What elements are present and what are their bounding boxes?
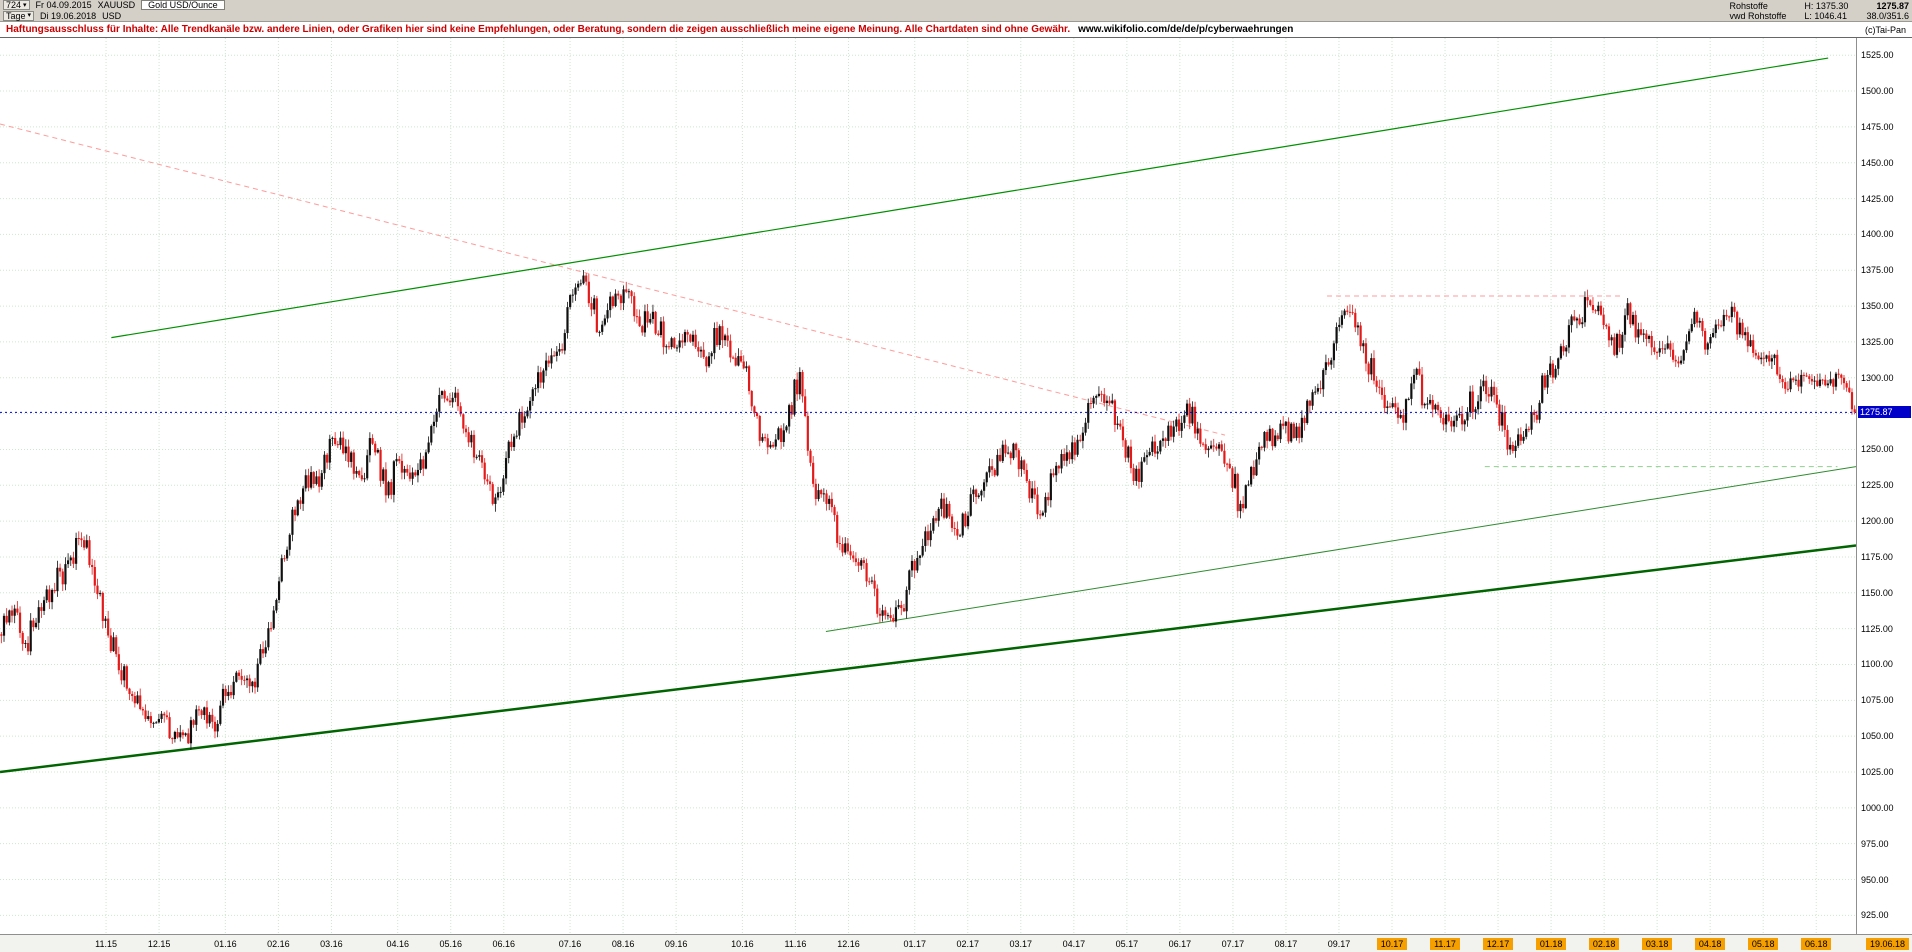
time-axis: 19.06.18 11.15 12.15 01.16 02.16 03.16 04.16 0…	[0, 934, 1912, 952]
disclaimer-text: Haftungsausschluss für Inhalte: Alle Tre…	[6, 24, 1071, 35]
y-axis-label: 1525.00	[1861, 50, 1894, 61]
x-axis-label: 10.16	[731, 939, 754, 949]
y-axis-label: 1500.00	[1861, 86, 1894, 97]
x-axis-label: 09.16	[664, 939, 688, 949]
y-axis-label: 1025.00	[1861, 767, 1894, 777]
currency-label: USD	[102, 10, 122, 21]
start-date-label: Fr 04.09.2015	[35, 0, 92, 11]
y-axis-label: 1475.00	[1861, 121, 1894, 132]
disclaimer-url[interactable]: www.wikifolio.com/de/de/p/cyberwaehrunge…	[1078, 24, 1294, 35]
x-axis-label: 05.18	[1748, 938, 1779, 950]
timeframe-value: Tage	[6, 10, 26, 21]
x-axis-label: 12.16	[837, 939, 860, 949]
y-axis-label: 1400.00	[1861, 229, 1894, 240]
candlesticks	[0, 270, 1856, 750]
x-axis-label: 02.16	[267, 939, 290, 949]
y-axis-label: 1000.00	[1861, 802, 1894, 813]
x-axis-label: 05.17	[1115, 939, 1139, 949]
x-axis-label: 09.17	[1327, 939, 1351, 949]
y-axis-label: 925.00	[1861, 910, 1889, 921]
symbol-label: XAUUSD	[97, 0, 136, 11]
y-axis-label: 1325.00	[1861, 336, 1894, 347]
instrument-info: 724 ▾ Fr 04.09.2015 XAUUSD Gold USD/Ounc…	[3, 0, 225, 21]
x-axis-label: 12.17	[1483, 938, 1514, 950]
chevron-down-icon: ▾	[23, 1, 27, 9]
trend-lines	[0, 57, 1856, 774]
x-axis-label: 02.18	[1589, 938, 1620, 950]
descending-resistance-line	[0, 123, 1226, 436]
y-axis-label: 1100.00	[1861, 659, 1893, 670]
end-date-label: Di 19.06.2018	[40, 10, 97, 21]
disclaimer-bar: Haftungsausschluss für Inhalte: Alle Tre…	[0, 22, 1912, 38]
x-axis-label: 04.17	[1062, 939, 1086, 949]
x-axis-label: 11.16	[784, 939, 807, 949]
last-price-label: 1275.87	[1876, 1, 1909, 11]
x-axis-label: 02.17	[956, 939, 980, 949]
bars-count-value: 724	[6, 0, 22, 11]
x-axis-label: 07.16	[558, 939, 582, 949]
chart-area: 1275.87 1525.00 1500.00 1475.00 1450.00 1425…	[0, 38, 1912, 934]
x-axis-label: 01.16	[214, 939, 237, 949]
end-date-tag: 19.06.18	[1865, 938, 1909, 950]
price-chart[interactable]	[0, 38, 1856, 934]
grid	[0, 38, 1856, 934]
x-axis-label: 06.16	[492, 939, 516, 949]
x-axis-label: 06.18	[1801, 938, 1832, 950]
x-axis-label: 01.18	[1536, 938, 1567, 950]
x-axis-label: 03.16	[320, 939, 343, 949]
y-axis-label: 1175.00	[1861, 551, 1893, 562]
upper-channel-line	[111, 57, 1829, 339]
toolbar: 724 ▾ Fr 04.09.2015 XAUUSD Gold USD/Ounc…	[0, 0, 1912, 22]
instrument-name-field[interactable]: Gold USD/Ounce	[141, 0, 225, 11]
y-axis-label: 1200.00	[1861, 516, 1894, 527]
y-axis-label: 1050.00	[1861, 731, 1894, 742]
x-axis-label: 01.17	[903, 939, 926, 949]
x-axis-label: 11.17	[1430, 938, 1461, 950]
y-axis-label: 950.00	[1861, 874, 1889, 885]
period-high-label: H: 1375.30	[1804, 1, 1849, 11]
x-axis-label: 03.18	[1642, 938, 1673, 950]
x-axis-label: 11.15	[95, 939, 117, 949]
mid-support-line	[825, 466, 1856, 633]
price-axis: 1275.87 1525.00 1500.00 1475.00 1450.00 1425…	[1856, 38, 1912, 934]
x-axis-label: 04.18	[1695, 938, 1726, 950]
x-axis-label: 08.16	[611, 939, 635, 949]
x-axis-label: 04.16	[386, 939, 409, 949]
y-axis-label: 1150.00	[1861, 587, 1893, 598]
category-label: Rohstoffe	[1729, 1, 1768, 11]
y-axis-label: 1375.00	[1861, 265, 1894, 276]
copyright-label: (c)Tai-Pan	[1864, 24, 1906, 35]
bars-count-dropdown[interactable]: 724 ▾	[3, 0, 30, 11]
x-axis-label: 12.15	[147, 939, 171, 949]
y-axis-label: 1125.00	[1861, 623, 1893, 634]
timeframe-dropdown[interactable]: Tage ▾	[3, 10, 35, 21]
x-axis-label: 03.17	[1009, 939, 1033, 949]
x-axis-label: 05.16	[439, 939, 462, 949]
lower-channel-line	[0, 544, 1856, 774]
chevron-down-icon: ▾	[27, 12, 32, 20]
range-info-label: 38.0/351.6	[1866, 11, 1909, 21]
y-axis-label: 1225.00	[1861, 480, 1894, 491]
period-low-label: L: 1046.41	[1804, 11, 1847, 21]
feed-label: vwd Rohstoffe	[1729, 11, 1787, 21]
y-axis-label: 1425.00	[1861, 193, 1894, 204]
y-axis-label: 1250.00	[1861, 444, 1894, 455]
quote-info: Rohstoffe vwd Rohstoffe H: 1375.30 L: 10…	[1730, 0, 1909, 21]
y-axis-label: 1300.00	[1861, 372, 1894, 383]
current-price-tag: 1275.87	[1858, 406, 1911, 419]
x-axis-label: 08.17	[1274, 939, 1298, 949]
y-axis-label: 1075.00	[1861, 695, 1894, 706]
x-axis-label: 10.17	[1377, 938, 1407, 950]
x-axis-label: 07.17	[1221, 939, 1245, 949]
y-axis-label: 975.00	[1861, 838, 1889, 849]
x-axis-label: 06.17	[1168, 939, 1192, 949]
y-axis-label: 1350.00	[1861, 301, 1894, 312]
y-axis-label: 1450.00	[1861, 157, 1894, 168]
